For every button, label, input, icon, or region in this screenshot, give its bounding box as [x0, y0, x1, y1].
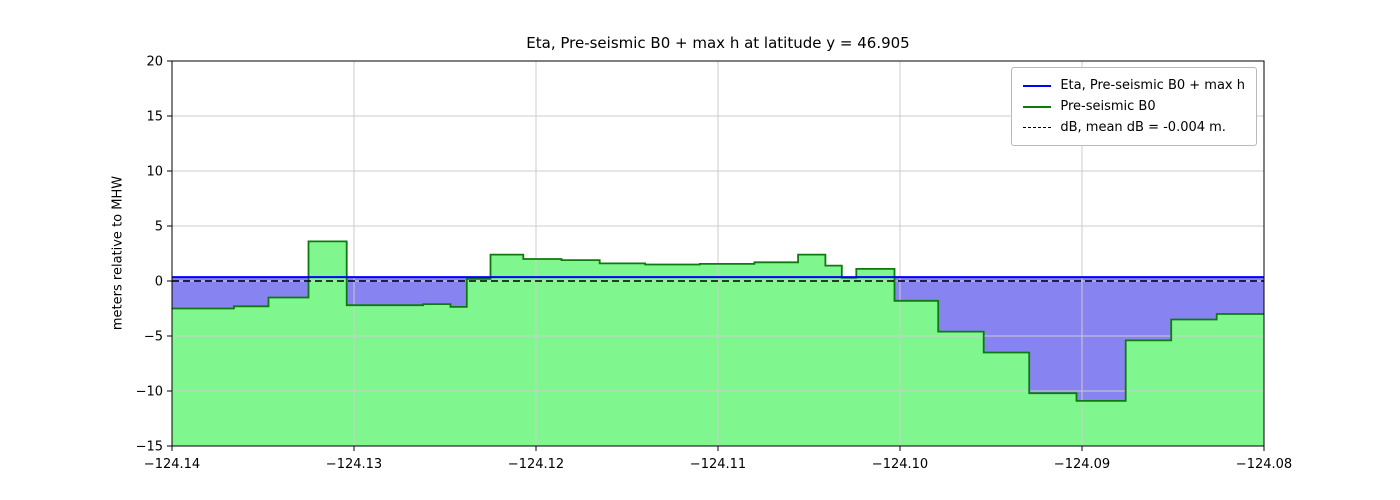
y-tick-label: −10 — [136, 385, 163, 400]
legend-label: dB, mean dB = -0.004 m. — [1060, 120, 1226, 136]
y-tick-label: 10 — [146, 165, 163, 180]
legend-line-sample — [1023, 105, 1052, 108]
x-tick-label: −124.12 — [508, 457, 564, 472]
y-tick-label: −5 — [144, 330, 163, 345]
legend: Eta, Pre-seismic B0 + max h Pre-seismic B… — [1011, 67, 1257, 147]
x-tick-label: −124.14 — [144, 457, 200, 472]
legend-line-sample — [1023, 84, 1052, 87]
legend-dashed-line-sample — [1023, 127, 1052, 129]
chart-title: Eta, Pre-seismic B0 + max h at latitude … — [526, 34, 910, 52]
legend-entry: Pre-seismic B0 — [1023, 96, 1245, 117]
legend-label: Pre-seismic B0 — [1060, 99, 1156, 115]
x-tick-label: −124.10 — [872, 457, 928, 472]
y-axis-label: meters relative to MHW — [110, 175, 126, 331]
eta-fill-area — [172, 277, 1264, 401]
legend-entry: dB, mean dB = -0.004 m. — [1023, 117, 1245, 138]
y-tick-label: 5 — [155, 220, 163, 235]
y-tick-label: 15 — [146, 110, 163, 125]
x-tick-label: −124.09 — [1054, 457, 1110, 472]
y-tick-label: 0 — [155, 275, 163, 290]
y-tick-label: −15 — [136, 440, 163, 455]
b0-step-line — [172, 240, 1264, 402]
legend-label: Eta, Pre-seismic B0 + max h — [1060, 78, 1245, 93]
x-tick-label: −124.11 — [690, 457, 746, 472]
y-tick-label: 20 — [146, 55, 163, 70]
legend-entry: Eta, Pre-seismic B0 + max h — [1023, 75, 1245, 96]
x-tick-label: −124.08 — [1236, 457, 1292, 472]
x-tick-label: −124.13 — [326, 457, 382, 472]
